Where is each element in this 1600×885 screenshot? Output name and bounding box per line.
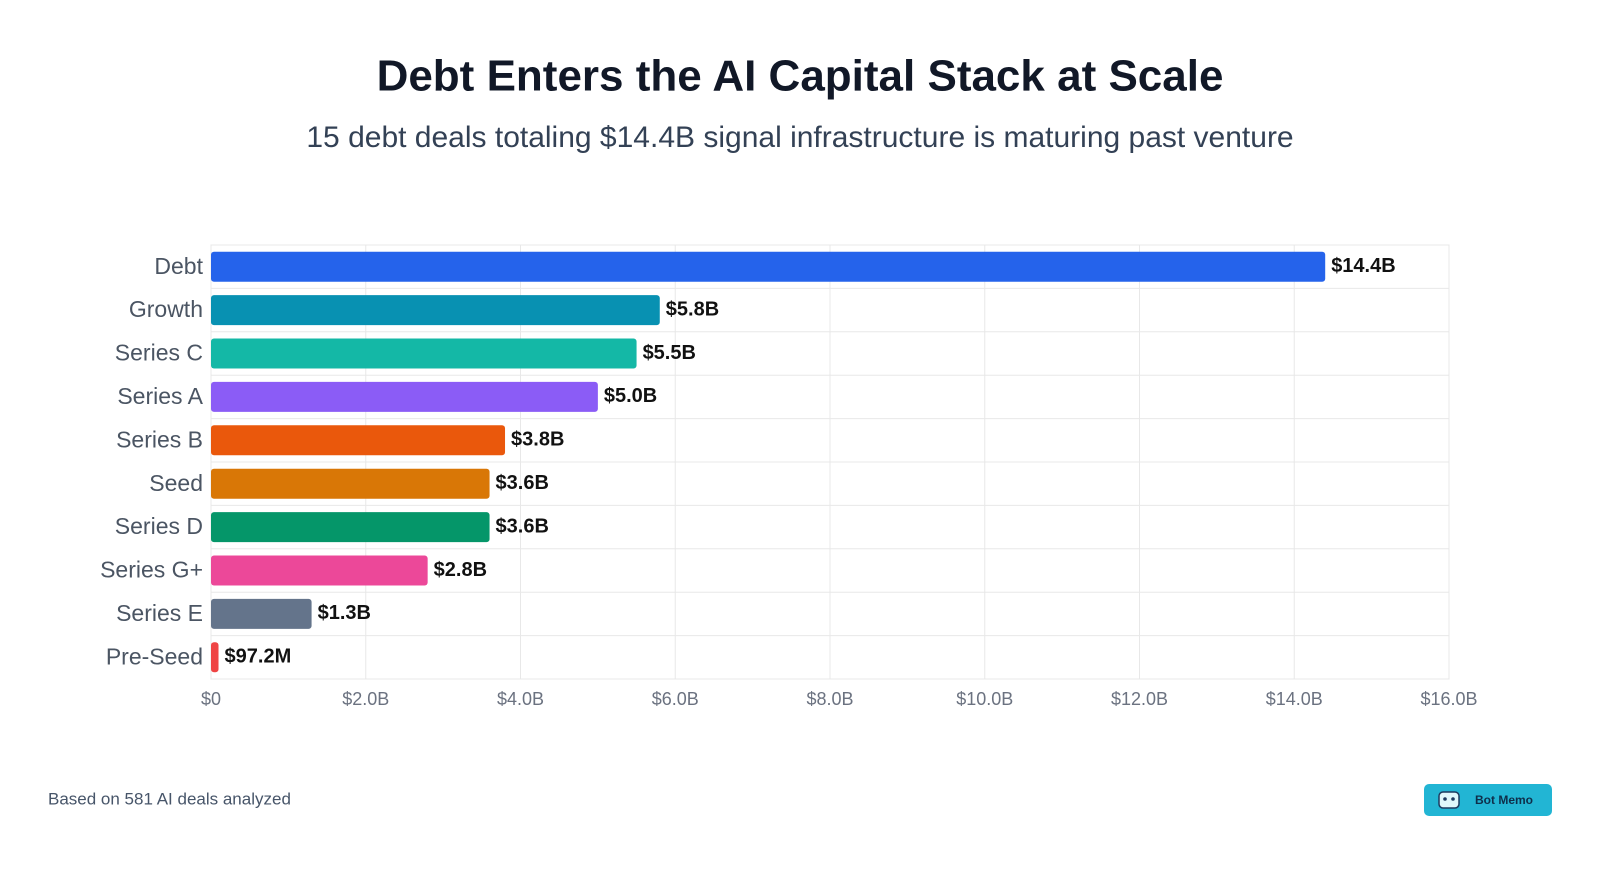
x-tick-label: $0 (201, 689, 221, 709)
y-tick-label: Series C (115, 340, 203, 366)
y-tick-label: Pre-Seed (106, 643, 203, 669)
bar (211, 468, 490, 499)
bar (211, 425, 506, 456)
x-tick-label: $12.0B (1111, 689, 1168, 709)
x-tick-label: $10.0B (956, 689, 1013, 709)
bar (211, 598, 312, 629)
x-tick-label: $2.0B (342, 689, 389, 709)
brand-badge: Bot Memo (1424, 784, 1552, 816)
bar (211, 555, 428, 586)
value-label: $14.4B (1331, 255, 1396, 277)
x-tick-label: $8.0B (806, 689, 853, 709)
y-tick-label: Series B (116, 426, 203, 452)
x-tick-label: $16.0B (1420, 689, 1477, 709)
bar (211, 338, 637, 369)
bot-icon (1438, 791, 1460, 809)
y-tick-label: Seed (149, 470, 203, 496)
y-tick-label: Series G+ (100, 557, 203, 583)
bar (211, 251, 1326, 282)
value-label: $3.8B (511, 429, 564, 451)
y-tick-label: Series E (116, 600, 203, 626)
brand-name: Bot Memo (1475, 793, 1533, 807)
bar (211, 381, 598, 412)
y-tick-label: Series D (115, 513, 203, 539)
bar (211, 295, 660, 326)
footer-note: Based on 581 AI deals analyzed (48, 789, 291, 808)
bot-eye (1451, 797, 1455, 801)
y-tick-label: Debt (154, 253, 203, 279)
value-label: $5.0B (604, 385, 657, 407)
bar (211, 512, 490, 543)
y-tick-label: Growth (129, 296, 203, 322)
value-label: $1.3B (318, 602, 371, 624)
value-label: $97.2M (225, 646, 292, 668)
bot-eye (1443, 797, 1447, 801)
value-label: $3.6B (496, 472, 549, 494)
x-tick-label: $14.0B (1266, 689, 1323, 709)
value-label: $2.8B (434, 559, 487, 581)
x-tick-label: $4.0B (497, 689, 544, 709)
chart-title: Debt Enters the AI Capital Stack at Scal… (377, 52, 1224, 101)
value-label: $5.8B (666, 298, 719, 320)
y-tick-label: Series A (117, 383, 203, 409)
chart-subtitle: 15 debt deals totaling $14.4B signal inf… (306, 121, 1293, 154)
bar (211, 642, 219, 673)
value-label: $3.6B (496, 515, 549, 537)
value-label: $5.5B (643, 342, 696, 364)
x-tick-label: $6.0B (652, 689, 699, 709)
